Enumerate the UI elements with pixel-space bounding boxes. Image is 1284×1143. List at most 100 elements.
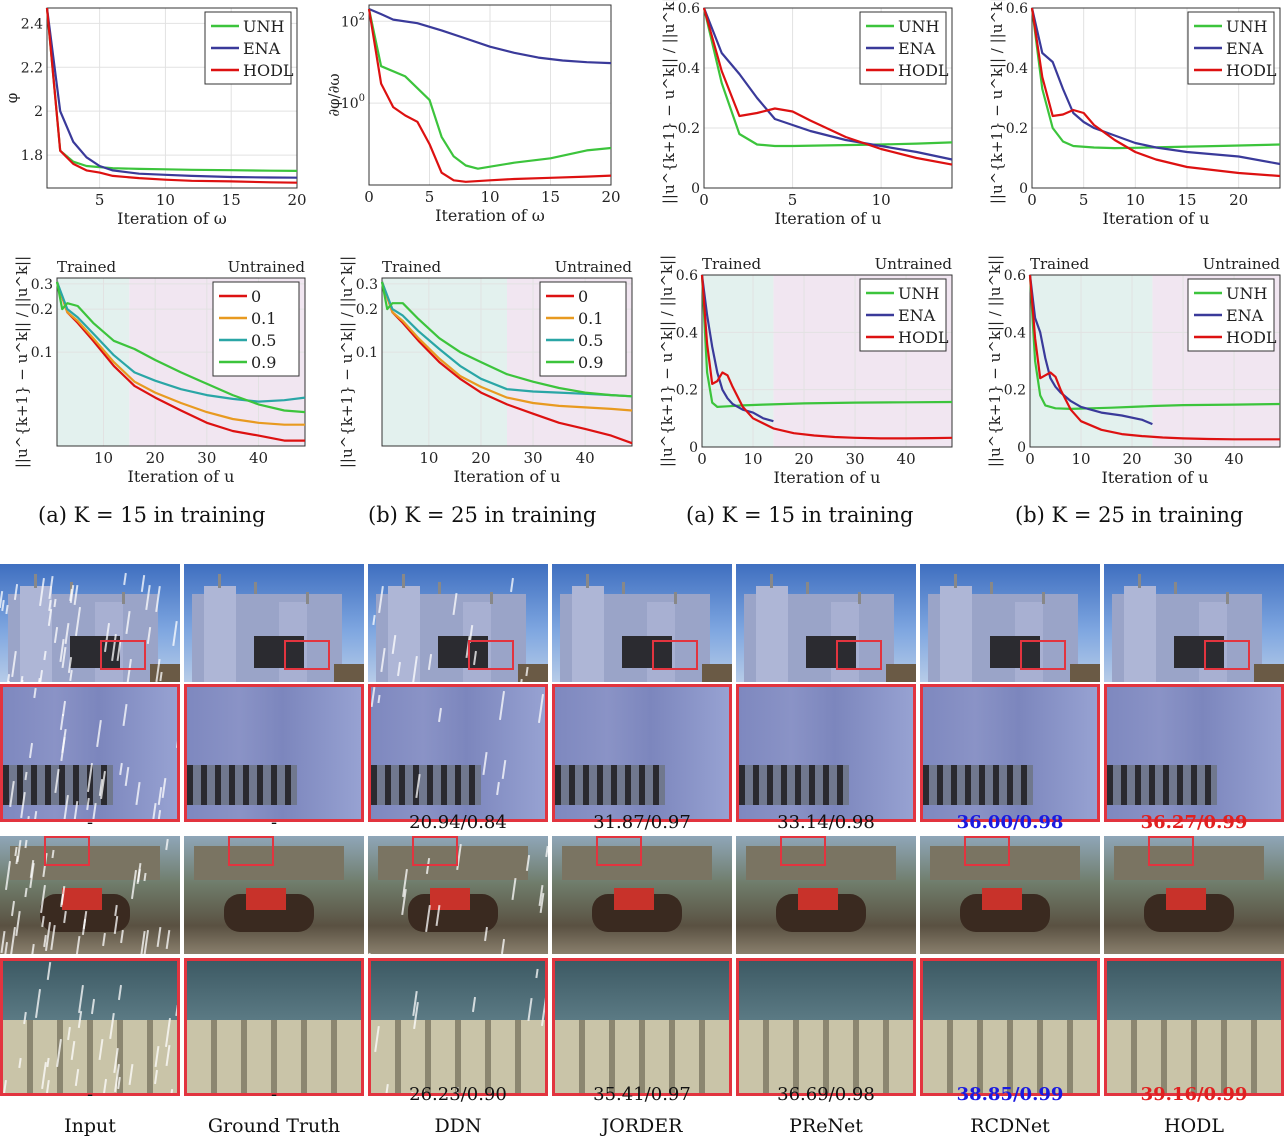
y-tick-label: 0.4 <box>676 325 698 341</box>
caption-a-k15-right: (a) K = 15 in training <box>686 503 914 527</box>
trained-label: Trained <box>1030 255 1089 273</box>
psnr-ssim-value: 31.87/0.97 <box>593 812 691 833</box>
zoomed-patch-2 <box>0 958 180 1096</box>
axes-frame <box>1029 274 1281 448</box>
x-tick-label: 5 <box>1079 191 1089 209</box>
legend-entry-HODL: HODL <box>1226 328 1277 347</box>
legend-entry-0.5: 0.5 <box>251 331 276 350</box>
red-saddle <box>62 888 102 910</box>
y-axis-label: ||u^{k+1} − u^k|| / ||u^k|| <box>13 256 31 468</box>
x-tick-label: 0 <box>1027 191 1037 209</box>
zoom-railing <box>555 765 665 805</box>
red-saddle <box>798 888 838 910</box>
axes-frame <box>381 277 633 447</box>
zoomed-patch-2 <box>184 958 364 1096</box>
x-tick-label: 0 <box>364 188 374 206</box>
zoom-region-box <box>836 640 882 670</box>
red-saddle <box>614 888 654 910</box>
hill <box>886 664 916 682</box>
zoom-region-box <box>780 836 826 866</box>
y-tick-label: 0.6 <box>1006 1 1028 17</box>
hill <box>1070 664 1100 682</box>
zoomed-patch-2 <box>736 958 916 1096</box>
legend-entry-0: 0 <box>578 287 588 306</box>
scene-image-2-hodl <box>1104 836 1284 954</box>
stone-roof <box>194 846 344 880</box>
psnr-ssim-value: 33.14/0.98 <box>777 812 875 833</box>
legend-entry-0: 0 <box>251 287 261 306</box>
untrained-label: Untrained <box>875 255 953 273</box>
caption-b-k25-right: (b) K = 25 in training <box>1015 503 1244 527</box>
zoom-railing <box>739 765 849 805</box>
cross <box>122 592 125 604</box>
x-tick-label: 0 <box>699 191 709 209</box>
x-tick-label: 20 <box>1229 191 1248 209</box>
x-tick-label: 10 <box>1071 450 1090 468</box>
zoom-region-box <box>44 836 90 866</box>
legend-entry-UNH: UNH <box>243 17 284 36</box>
psnr-ssim-value: 36.69/0.98 <box>777 1084 875 1105</box>
series-line-0.1 <box>55 281 305 426</box>
axes-frame <box>703 7 953 189</box>
zoom-railing <box>187 765 297 805</box>
y-axis-label: ||u^{k+1} − u^k|| / ||u^k|| <box>338 256 356 468</box>
y-tick-label: 0.2 <box>1004 383 1026 399</box>
zoom-railing <box>1107 765 1217 805</box>
series-line-HODL <box>367 8 612 183</box>
untrained-label: Untrained <box>228 258 306 276</box>
legend-entry-ENA: ENA <box>898 306 936 325</box>
zoom-trees <box>1107 961 1281 1021</box>
scene-image-1-ddn <box>368 564 548 682</box>
x-tick-label: 20 <box>146 449 165 467</box>
x-tick-label: 10 <box>156 191 175 209</box>
x-tick-label: 20 <box>601 188 620 206</box>
x-tick-label: 10 <box>1126 191 1145 209</box>
stone-roof <box>746 846 896 880</box>
zoomed-patch-1 <box>1104 684 1284 822</box>
y-tick-label: 0.6 <box>1004 268 1026 284</box>
x-tick-label: 30 <box>197 449 216 467</box>
y-axis-label: ||u^{k+1} − u^k|| / ||u^k|| <box>658 255 676 467</box>
cross <box>306 592 309 604</box>
scene-image-1-ground-truth <box>184 564 364 682</box>
rain-streak <box>37 677 41 682</box>
zoom-roof-stones <box>923 1020 1097 1093</box>
stone-roof <box>378 846 528 880</box>
y-tick-label: 0.1 <box>31 345 53 361</box>
y-tick-label: 0 <box>689 440 698 456</box>
y-tick-label: 0.2 <box>676 383 698 399</box>
zoom-region-box <box>1020 640 1066 670</box>
zoom-trees <box>923 961 1097 1021</box>
zoom-trees <box>555 961 729 1021</box>
zoom-region-box <box>468 640 514 670</box>
y-tick-label: 1.8 <box>21 148 43 164</box>
zoomed-patch-2 <box>368 958 548 1096</box>
zoom-roof-stones <box>3 1020 177 1093</box>
y-tick-label: 0.4 <box>1006 61 1028 77</box>
y-tick-label: 0.1 <box>356 345 378 361</box>
x-tick-label: 15 <box>222 191 241 209</box>
hill <box>150 664 180 682</box>
zoom-trees <box>187 961 361 1021</box>
series-line-ENA <box>702 7 953 161</box>
x-axis-label: Iteration of u <box>1103 209 1210 228</box>
legend-entry-UNH: UNH <box>1226 284 1267 303</box>
x-tick-label: 5 <box>425 188 435 206</box>
x-tick-label: 20 <box>287 191 306 209</box>
y-tick-label: 0.4 <box>1004 325 1026 341</box>
cross <box>490 592 493 604</box>
zoom-roof-stones <box>555 1020 729 1093</box>
y-tick-label: 2.4 <box>21 16 43 32</box>
series-line-ENA <box>368 7 612 65</box>
untrained-label: Untrained <box>1203 255 1281 273</box>
x-tick-label: 30 <box>1174 450 1193 468</box>
cross <box>218 574 221 588</box>
cross <box>438 582 441 594</box>
church-tower-left <box>20 586 52 682</box>
zoom-region-box <box>1204 640 1250 670</box>
chart-6: Trained Untrained 10 20 30 40 0.1 0.2 0.3 Iterati… <box>338 256 633 486</box>
y-tick-label: 0.2 <box>1006 121 1028 137</box>
legend-entry-HODL: HODL <box>1226 61 1277 80</box>
x-tick-label: 40 <box>249 449 268 467</box>
legend-entry-ENA: ENA <box>243 39 281 58</box>
